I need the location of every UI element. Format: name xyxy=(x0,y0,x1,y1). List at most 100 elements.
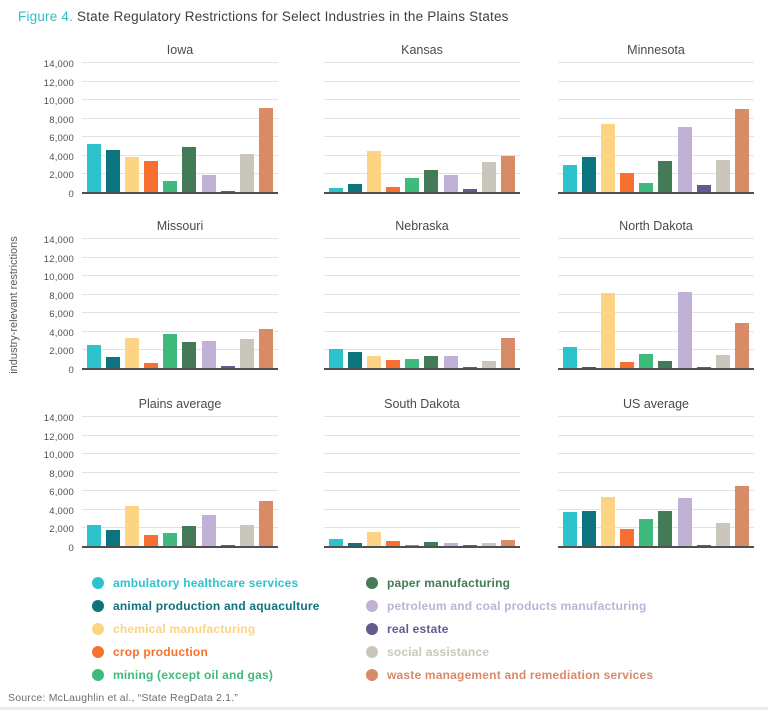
y-tick-label: 10,000 xyxy=(43,96,74,108)
bar-real-estate xyxy=(462,189,477,192)
bar-petroleum-and-coal-products-manufacturing xyxy=(201,341,216,368)
legend-item-petroleum-and-coal-products-manufacturing: petroleum and coal products manufacturin… xyxy=(366,594,653,617)
legend-label: crop production xyxy=(113,644,208,659)
chart-title-plains-average: Plains average xyxy=(138,397,222,411)
bar-chemical-manufacturing xyxy=(367,355,382,368)
bar-waste-management-and-remediation-services xyxy=(734,109,749,192)
bar-real-estate xyxy=(696,544,711,546)
bar-waste-management-and-remediation-services xyxy=(734,485,749,546)
gridline xyxy=(558,293,754,295)
gridline xyxy=(324,117,520,119)
bar-mining-except-oil-and-gas xyxy=(163,532,178,546)
gridline xyxy=(558,136,754,138)
bar-animal-production-and-aquaculture xyxy=(106,530,121,546)
gridline xyxy=(324,238,520,239)
bar-real-estate xyxy=(696,184,711,192)
gridline xyxy=(324,453,520,455)
gridline xyxy=(558,527,754,529)
bar-group-kansas xyxy=(324,64,520,192)
gridline xyxy=(558,99,754,101)
gridline xyxy=(82,312,278,314)
plot-area-minnesota xyxy=(558,62,754,194)
gridline xyxy=(82,330,278,332)
bar-petroleum-and-coal-products-manufacturing xyxy=(677,497,692,546)
bar-animal-production-and-aquaculture xyxy=(582,156,597,192)
bar-paper-manufacturing xyxy=(658,161,673,192)
gridline xyxy=(324,471,520,473)
bar-petroleum-and-coal-products-manufacturing xyxy=(201,175,216,192)
bar-mining-except-oil-and-gas xyxy=(405,358,420,368)
y-tick-label: 8,000 xyxy=(49,114,74,126)
bar-chemical-manufacturing xyxy=(601,292,616,368)
y-tick-label: 6,000 xyxy=(49,133,74,145)
bar-mining-except-oil-and-gas xyxy=(405,178,420,192)
chart-title-minnesota: Minnesota xyxy=(627,43,685,57)
bar-petroleum-and-coal-products-manufacturing xyxy=(201,515,216,546)
y-tick-label: 10,000 xyxy=(43,272,74,284)
bar-waste-management-and-remediation-services xyxy=(258,500,273,546)
gridline xyxy=(82,416,278,417)
bar-petroleum-and-coal-products-manufacturing xyxy=(443,542,458,546)
bar-group-us-average xyxy=(558,418,754,546)
plot-area-plains-average xyxy=(82,416,278,548)
legend-dot-waste-management-and-remediation-services xyxy=(366,668,378,681)
legend-label: real estate xyxy=(387,621,449,636)
bar-real-estate xyxy=(220,190,235,192)
bar-waste-management-and-remediation-services xyxy=(500,155,515,192)
gridline xyxy=(324,99,520,101)
plot-area-south-dakota xyxy=(324,416,520,548)
chart-iowa: Iowa 14,000 12,000 10,000 8,000 6,000 4,000 2,0… xyxy=(26,38,278,200)
gridline xyxy=(558,117,754,119)
chart-title-nebraska: Nebraska xyxy=(395,219,449,233)
bar-social-assistance xyxy=(715,160,730,192)
chart-minnesota: Minnesota xyxy=(558,38,754,194)
bar-paper-manufacturing xyxy=(424,169,439,192)
gridline xyxy=(324,434,520,436)
bar-petroleum-and-coal-products-manufacturing xyxy=(677,127,692,192)
bar-real-estate xyxy=(220,544,235,546)
gridline xyxy=(82,99,278,101)
y-axis-label: industry-relevant restrictions xyxy=(8,236,20,374)
bar-group-minnesota xyxy=(558,64,754,192)
bar-animal-production-and-aquaculture xyxy=(106,150,121,192)
bar-crop-production xyxy=(144,534,159,546)
bar-ambulatory-healthcare-services xyxy=(87,143,102,192)
y-tick-label: 8,000 xyxy=(49,290,74,302)
bar-paper-manufacturing xyxy=(182,342,197,368)
chart-missouri: Missouri 14,000 12,000 10,000 8,000 6,000 4,00… xyxy=(26,214,278,376)
legend-label: social assistance xyxy=(387,644,490,659)
bar-chemical-manufacturing xyxy=(367,151,382,192)
legend-label: waste management and remediation service… xyxy=(387,667,654,682)
bar-real-estate xyxy=(220,366,235,368)
gridline xyxy=(82,293,278,295)
plot-area-north-dakota xyxy=(558,238,754,370)
gridline xyxy=(558,416,754,417)
bar-crop-production xyxy=(620,361,635,368)
y-tick-label: 2,000 xyxy=(49,524,74,536)
bar-waste-management-and-remediation-services xyxy=(500,539,515,546)
y-tick-label: 2,000 xyxy=(49,170,74,182)
bar-animal-production-and-aquaculture xyxy=(582,510,597,546)
legend-label: petroleum and coal products manufacturin… xyxy=(387,598,647,613)
gridline xyxy=(324,349,520,351)
gridline xyxy=(82,117,278,119)
y-tick-label: 12,000 xyxy=(43,77,74,89)
bar-mining-except-oil-and-gas xyxy=(405,544,420,546)
gridline xyxy=(324,527,520,529)
legend-label: paper manufacturing xyxy=(387,575,511,590)
y-tick-label: 14,000 xyxy=(43,235,74,246)
gridline xyxy=(324,312,520,314)
bar-crop-production xyxy=(144,161,159,192)
bar-mining-except-oil-and-gas xyxy=(639,182,654,192)
legend-item-real-estate: real estate xyxy=(366,617,653,640)
legend-item-paper-manufacturing: paper manufacturing xyxy=(366,571,653,594)
legend-item-animal-production-and-aquaculture: animal production and aquaculture xyxy=(92,594,320,617)
legend-dot-petroleum-and-coal-products-manufacturing xyxy=(366,599,378,612)
bar-crop-production xyxy=(386,541,401,546)
legend-label: chemical manufacturing xyxy=(113,621,256,636)
bar-petroleum-and-coal-products-manufacturing xyxy=(443,355,458,368)
y-tick-label: 4,000 xyxy=(49,151,74,163)
gridline xyxy=(558,256,754,258)
bar-animal-production-and-aquaculture xyxy=(106,356,121,368)
